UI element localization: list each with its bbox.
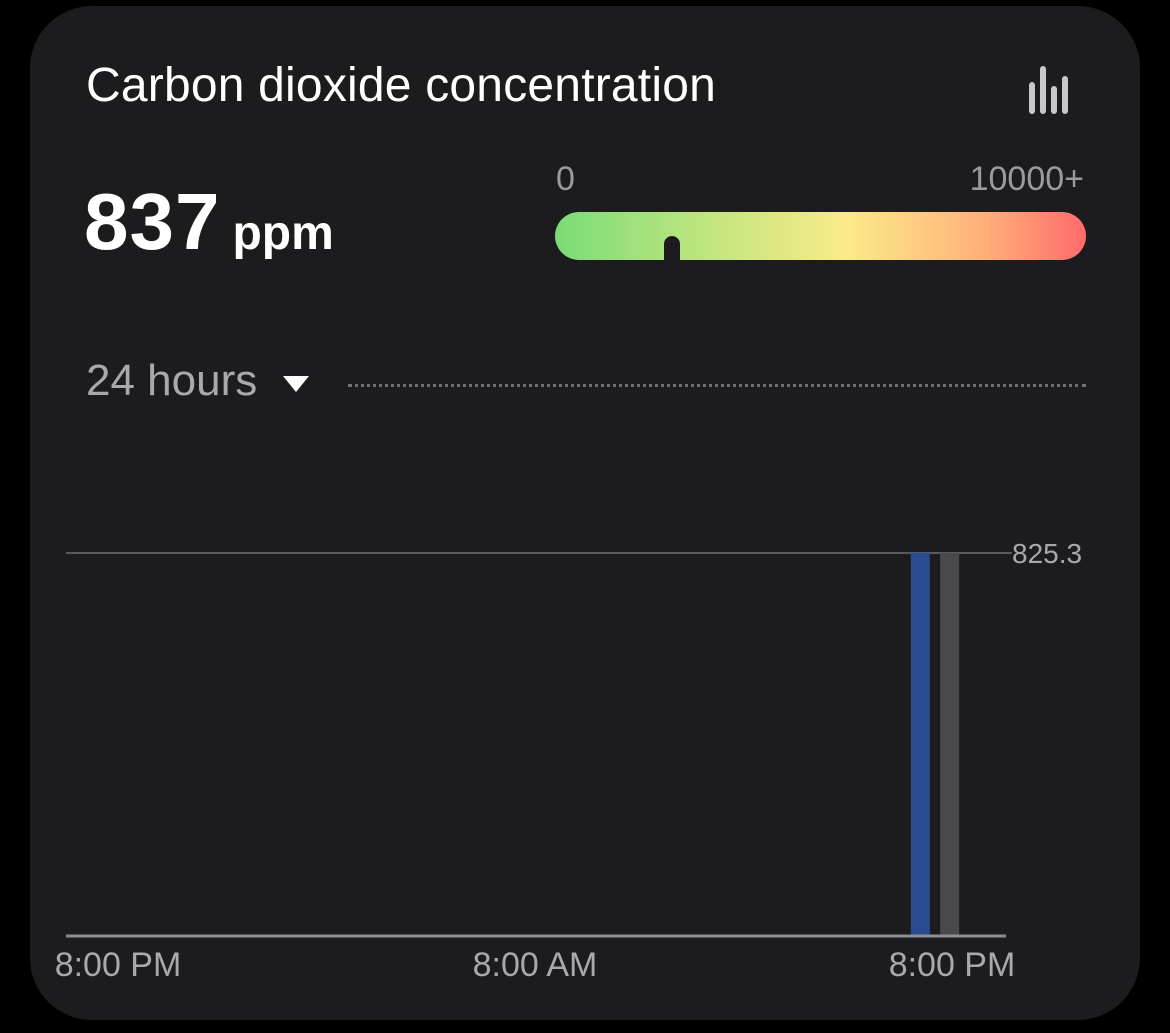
x-tick-label: 8:00 AM (473, 946, 598, 984)
triangle-down-icon (283, 376, 310, 392)
chart-bar-2 (940, 553, 960, 936)
gauge-marker (663, 236, 680, 266)
current-reading: 837 ppm (84, 176, 334, 268)
co2-gauge-bar (555, 212, 1086, 266)
x-tick-label: 8:00 PM (55, 946, 182, 984)
time-range-label: 24 hours (86, 356, 258, 405)
range-divider (348, 384, 1086, 387)
chart-bar-1 (910, 553, 930, 936)
bar-chart-icon[interactable] (1026, 66, 1072, 114)
reference-line-label: 825.3 (1012, 538, 1082, 569)
reading-value: 837 (84, 177, 221, 266)
gauge-min-label: 0 (556, 160, 575, 198)
x-tick-label: 8:00 PM (889, 946, 1016, 984)
reading-unit: ppm (232, 207, 334, 260)
gauge-max-label: 10000+ (969, 160, 1084, 198)
card-title: Carbon dioxide concentration (86, 59, 716, 112)
time-range-dropdown[interactable]: 24 hours (86, 356, 310, 406)
